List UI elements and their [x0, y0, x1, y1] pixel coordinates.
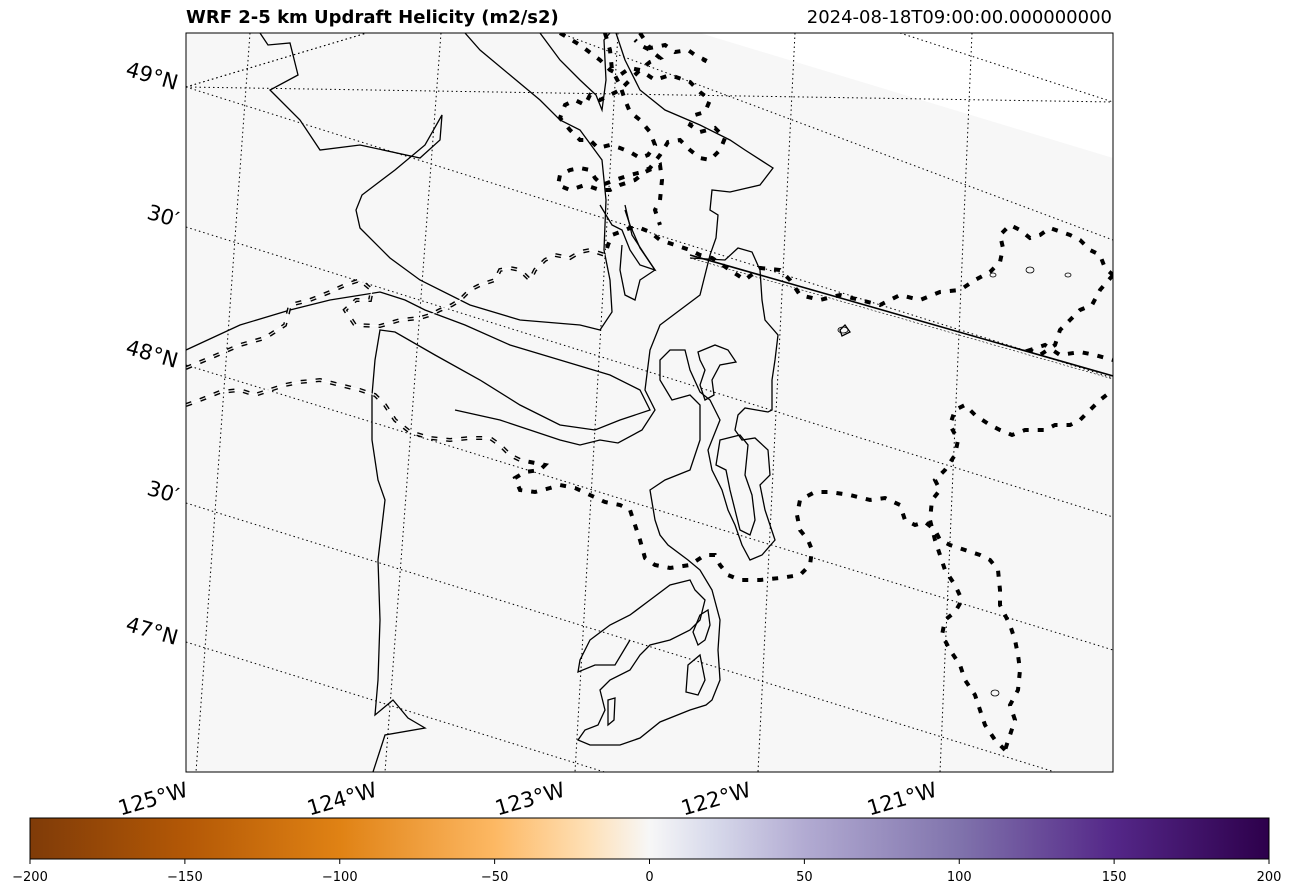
- lat-label-47-30: 30′: [145, 476, 182, 508]
- map-title: WRF 2-5 km Updraft Helicity (m2/s2): [186, 7, 559, 28]
- lon-label-122w: 122°W: [678, 778, 753, 821]
- longitude-lines: [195, 33, 973, 772]
- lat-label-48n: 48°N: [123, 335, 181, 373]
- lon-label-124w: 124°W: [304, 778, 379, 821]
- colorbar-tick-label: −150: [167, 870, 203, 885]
- border-shadow: [689, 257, 1113, 380]
- colorbar-tick-label: 150: [1102, 870, 1127, 885]
- international-border: [689, 254, 1113, 377]
- latitude-gridlines: [186, 33, 1113, 103]
- colorbar-tick-label: −200: [12, 870, 48, 885]
- colorbar-tick-label: 0: [645, 870, 653, 885]
- lat-label-47n: 47°N: [123, 612, 181, 650]
- lon-label-121w: 121°W: [864, 778, 939, 821]
- map-border: [185, 32, 1114, 773]
- helicity-field: [186, 33, 1113, 772]
- colorbar-tick-label: 50: [796, 870, 813, 885]
- lat-label-49n: 49°N: [123, 57, 181, 95]
- admin-boundary-highlights: [186, 249, 606, 461]
- colorbar: [29, 817, 1270, 860]
- colorbar-tick-label: −50: [481, 870, 508, 885]
- lon-label-123w: 123°W: [492, 778, 567, 821]
- coastlines: [186, 33, 851, 772]
- lat-label-48-30: 30′: [145, 200, 182, 232]
- colorbar-tick-label: 200: [1257, 870, 1282, 885]
- small-islands: [837, 266, 1072, 697]
- colorbar-tick-label: −100: [322, 870, 358, 885]
- colorbar-tick-label: 100: [947, 870, 972, 885]
- latitude-lines: [186, 33, 1113, 772]
- lon-label-125w: 125°W: [115, 778, 190, 821]
- map-timestamp: 2024-08-18T09:00:00.000000000: [806, 7, 1112, 28]
- colorbar-ticks: −200 −150 −100 −50 0 50 100 150 200: [12, 859, 1281, 885]
